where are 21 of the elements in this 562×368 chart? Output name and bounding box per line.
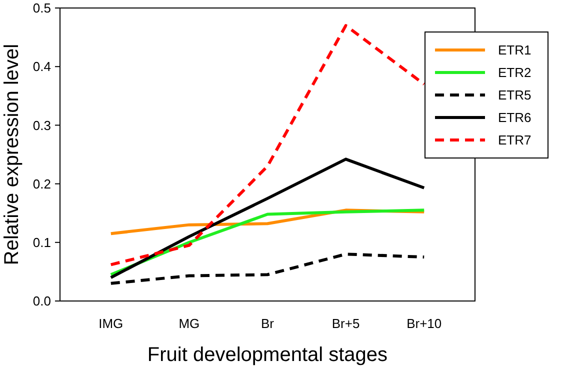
x-tick-label: Br+5 <box>332 316 360 331</box>
x-axis-title: Fruit developmental stages <box>147 344 388 366</box>
y-tick-label: 0.2 <box>32 176 51 192</box>
y-axis-title: Relative expression level <box>1 44 23 266</box>
x-tick-label: IMG <box>98 316 124 331</box>
legend-label: ETR5 <box>498 88 532 103</box>
y-tick-label: 0.1 <box>32 234 51 250</box>
x-tick-label: Br+10 <box>406 316 442 331</box>
y-tick-label: 0.3 <box>32 118 51 133</box>
legend-label: ETR1 <box>498 42 532 58</box>
legend-label: ETR7 <box>498 132 532 148</box>
y-tick-label: 0.5 <box>32 0 51 16</box>
y-tick-label: 0.0 <box>32 294 51 309</box>
line-series <box>109 158 426 280</box>
x-tick-label: MG <box>178 316 200 331</box>
x-tick-label: Br <box>261 316 275 331</box>
legend-label: ETR2 <box>498 65 532 80</box>
legend-label: ETR6 <box>498 110 532 126</box>
line-series <box>109 24 426 266</box>
line-series <box>109 252 426 285</box>
y-tick-label: 0.4 <box>32 59 51 74</box>
